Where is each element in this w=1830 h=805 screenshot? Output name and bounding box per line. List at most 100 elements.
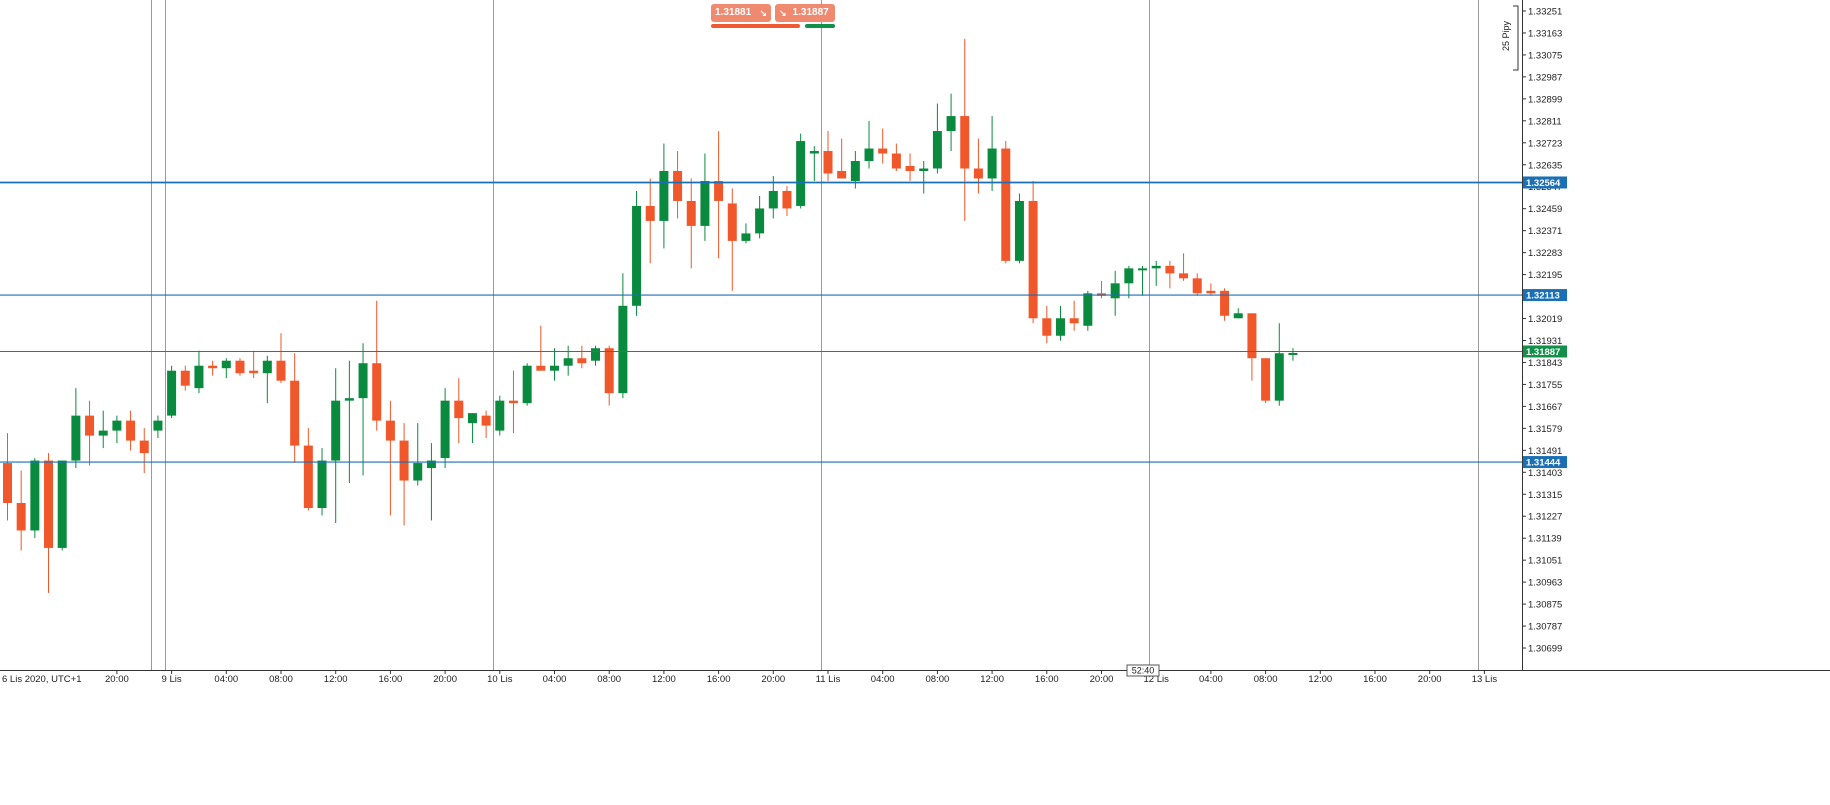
x-tick-label: 12:00: [1308, 674, 1332, 685]
candle-body: [796, 141, 806, 206]
candle-body: [331, 400, 341, 461]
candle-body: [632, 205, 642, 306]
level-price-label: 1.31444: [1526, 458, 1561, 469]
candle-body: [44, 460, 54, 548]
candle-body: [891, 153, 901, 169]
x-tick-label: 20:00: [761, 674, 785, 685]
candle-body: [563, 358, 573, 366]
x-tick-label: 20:00: [1090, 674, 1114, 685]
x-tick-label: 08:00: [1254, 674, 1278, 685]
x-tick-label: 20:00: [1418, 674, 1442, 685]
candle-body: [686, 200, 696, 226]
x-tick-label: 16:00: [379, 674, 403, 685]
candle-body: [344, 398, 354, 401]
candle-body: [932, 131, 942, 169]
y-tick-label: 1.31227: [1528, 512, 1562, 523]
candle-body: [987, 148, 997, 179]
candle-body: [645, 205, 655, 221]
y-tick-label: 1.33163: [1528, 28, 1562, 39]
x-tick-label: 04:00: [214, 674, 238, 685]
candle-body: [221, 360, 231, 369]
candle-body: [1014, 200, 1024, 261]
candle-body: [481, 415, 491, 426]
buy-price: 1.31887: [792, 7, 829, 18]
candle-body: [536, 365, 546, 371]
y-tick-label: 1.31579: [1528, 424, 1562, 435]
candle-body: [1151, 265, 1161, 269]
candle-body: [16, 502, 26, 531]
candle-body: [946, 116, 956, 132]
x-tick-label: 13 Lis: [1472, 674, 1498, 685]
x-tick-label: 04:00: [1199, 674, 1223, 685]
candle-body: [1028, 200, 1038, 319]
candle-body: [30, 460, 40, 531]
candle-body: [522, 365, 532, 404]
candle-body: [57, 460, 67, 548]
x-tick-label: 20:00: [105, 674, 129, 685]
candle-body: [1069, 318, 1079, 324]
candle-body: [139, 440, 149, 454]
candle-body: [426, 460, 436, 469]
y-tick-label: 1.32283: [1528, 248, 1562, 259]
candle-body: [850, 161, 860, 181]
buy-button[interactable]: ↘ 1.31887: [775, 4, 835, 22]
candle-body: [905, 166, 915, 171]
x-tick-label: 11 Lis: [816, 674, 841, 685]
y-tick-label: 1.30963: [1528, 578, 1562, 589]
candle-body: [755, 208, 765, 234]
sell-price: 1.31881: [715, 7, 752, 18]
y-tick-label: 1.31051: [1528, 556, 1562, 567]
candle-body: [413, 463, 423, 481]
candle-body: [809, 151, 819, 154]
level-price-label: 1.32113: [1526, 291, 1560, 302]
candle-body: [1206, 290, 1216, 294]
candle-body: [973, 168, 983, 179]
level-price-label-bg: [1523, 176, 1567, 189]
candle-body: [618, 305, 628, 394]
candle-body: [1274, 353, 1284, 401]
candle-body: [358, 363, 368, 399]
y-tick-label: 1.31931: [1528, 336, 1562, 347]
y-tick-label: 1.33075: [1528, 50, 1562, 61]
candle-body: [591, 348, 601, 361]
y-tick-label: 1.31315: [1528, 490, 1562, 501]
candle-body: [1124, 268, 1134, 284]
candle-body: [1042, 318, 1052, 336]
y-tick-label: 1.31403: [1528, 468, 1562, 479]
candle-body: [768, 190, 778, 209]
candle-body: [85, 415, 95, 436]
candle-body: [823, 151, 833, 174]
candle-body: [1055, 318, 1065, 336]
candle-body: [3, 463, 12, 503]
candle-body: [180, 370, 190, 386]
candle-body: [1233, 313, 1243, 319]
x-tick-label: 9 Lis: [162, 674, 182, 685]
candle-body: [153, 420, 163, 431]
candle-body: [508, 400, 518, 404]
candle-body: [167, 370, 177, 416]
y-tick-label: 1.32987: [1528, 72, 1562, 83]
candle-body: [385, 420, 395, 441]
buy-volume-bar: [805, 24, 835, 28]
candle-body: [262, 360, 272, 374]
y-tick-label: 1.32811: [1528, 116, 1562, 127]
level-price-label: 1.32564: [1526, 178, 1561, 189]
candle-body: [577, 358, 587, 364]
candle-body: [837, 170, 847, 179]
x-tick-label: 10 Lis: [487, 674, 513, 685]
sell-button[interactable]: 1.31881 ↘: [711, 4, 771, 22]
candle-body: [1179, 273, 1189, 279]
candle-timer-badge: [1126, 664, 1160, 677]
candle-body: [1247, 313, 1257, 359]
candle-body: [290, 380, 300, 446]
candle-body: [1220, 290, 1230, 316]
y-tick-label: 1.32019: [1528, 314, 1562, 325]
candle-body: [782, 190, 792, 209]
y-tick-label: 1.32723: [1528, 138, 1562, 149]
candle-body: [1083, 293, 1093, 326]
candle-body: [71, 415, 81, 461]
candle-body: [1110, 283, 1120, 299]
x-tick-label: 16:00: [1363, 674, 1387, 685]
